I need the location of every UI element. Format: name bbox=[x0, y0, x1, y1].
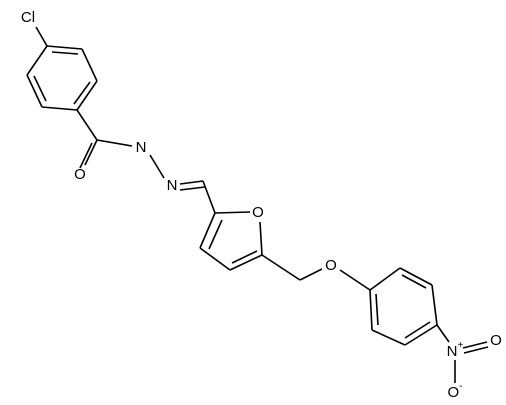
atom-label: N bbox=[136, 139, 147, 156]
atom-label: O bbox=[74, 166, 86, 183]
atom-label: O bbox=[490, 332, 502, 349]
atom-label: O bbox=[252, 204, 264, 221]
atom-symbol: O bbox=[447, 384, 459, 401]
atom-symbol: N bbox=[447, 343, 458, 360]
atom-labels: Cl O N N O O N+ O O- bbox=[21, 9, 502, 401]
atom-label: O- bbox=[447, 381, 462, 401]
atom-label: Cl bbox=[21, 9, 35, 26]
atom-charge: + bbox=[458, 340, 464, 351]
atom-label: N bbox=[167, 177, 178, 194]
atom-charge: - bbox=[459, 381, 462, 392]
atom-label: O bbox=[325, 257, 337, 274]
atom-label: N+ bbox=[447, 340, 464, 360]
bonds bbox=[26, 26, 489, 383]
